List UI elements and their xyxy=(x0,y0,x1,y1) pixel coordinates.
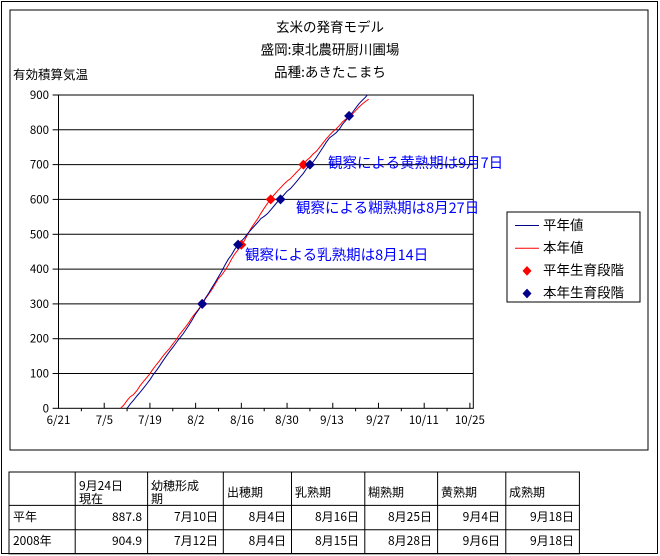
svg-text:7/5: 7/5 xyxy=(96,412,113,428)
svg-text:500: 500 xyxy=(30,226,49,242)
svg-text:有効積算気温: 有効積算気温 xyxy=(13,64,89,83)
svg-text:7月12日: 7月12日 xyxy=(174,532,218,549)
svg-text:600: 600 xyxy=(30,191,49,207)
svg-text:8月16日: 8月16日 xyxy=(315,508,359,525)
svg-text:8/30: 8/30 xyxy=(275,412,299,428)
svg-text:黄熟期: 黄熟期 xyxy=(441,484,477,501)
svg-text:7/19: 7/19 xyxy=(138,412,162,428)
svg-text:10/11: 10/11 xyxy=(409,412,439,428)
svg-text:2008年: 2008年 xyxy=(13,532,52,549)
svg-text:100: 100 xyxy=(30,366,49,382)
svg-text:乳熟期: 乳熟期 xyxy=(295,484,331,501)
svg-text:玄米の発育モデル: 玄米の発育モデル xyxy=(276,16,384,36)
svg-text:800: 800 xyxy=(30,122,49,138)
svg-text:期: 期 xyxy=(151,490,163,507)
svg-text:出穂期: 出穂期 xyxy=(227,484,263,501)
svg-text:9月18日: 9月18日 xyxy=(530,508,574,525)
svg-text:平年: 平年 xyxy=(13,508,37,525)
svg-text:8月25日: 8月25日 xyxy=(388,508,432,525)
svg-text:700: 700 xyxy=(30,157,49,173)
svg-text:900: 900 xyxy=(30,87,49,103)
svg-text:観察による乳熟期は8月14日: 観察による乳熟期は8月14日 xyxy=(245,244,428,265)
svg-text:盛岡:東北農研厨川圃場: 盛岡:東北農研厨川圃場 xyxy=(261,39,400,59)
svg-text:9月4日: 9月4日 xyxy=(463,508,500,525)
svg-text:9月6日: 9月6日 xyxy=(463,532,500,549)
svg-text:200: 200 xyxy=(30,331,49,347)
svg-text:6/21: 6/21 xyxy=(47,412,71,428)
svg-text:8月4日: 8月4日 xyxy=(249,532,286,549)
svg-text:観察による黄熟期は9月7日: 観察による黄熟期は9月7日 xyxy=(328,152,503,173)
svg-text:本年値: 本年値 xyxy=(543,237,584,257)
svg-text:本年生育段階: 本年生育段階 xyxy=(543,282,624,302)
svg-text:300: 300 xyxy=(30,296,49,312)
svg-text:887.8: 887.8 xyxy=(112,508,142,525)
svg-text:8月15日: 8月15日 xyxy=(315,532,359,549)
svg-text:9/13: 9/13 xyxy=(320,412,344,428)
svg-text:7月10日: 7月10日 xyxy=(174,508,218,525)
svg-text:9/27: 9/27 xyxy=(366,412,390,428)
svg-text:品種:あきたこまち: 品種:あきたこまち xyxy=(274,61,386,81)
svg-text:8月28日: 8月28日 xyxy=(388,532,432,549)
svg-text:観察による糊熟期は8月27日: 観察による糊熟期は8月27日 xyxy=(296,197,479,218)
svg-text:糊熟期: 糊熟期 xyxy=(368,484,404,501)
svg-text:平年値: 平年値 xyxy=(543,214,584,234)
svg-text:8月4日: 8月4日 xyxy=(249,508,286,525)
svg-text:8/2: 8/2 xyxy=(187,412,204,428)
svg-text:10/25: 10/25 xyxy=(455,412,485,428)
svg-text:400: 400 xyxy=(30,261,49,277)
svg-text:9月18日: 9月18日 xyxy=(530,532,574,549)
svg-text:現在: 現在 xyxy=(79,490,103,507)
svg-text:8/16: 8/16 xyxy=(230,412,254,428)
svg-text:成熟期: 成熟期 xyxy=(509,484,545,501)
svg-text:904.9: 904.9 xyxy=(112,532,142,549)
svg-text:平年生育段階: 平年生育段階 xyxy=(543,259,624,279)
